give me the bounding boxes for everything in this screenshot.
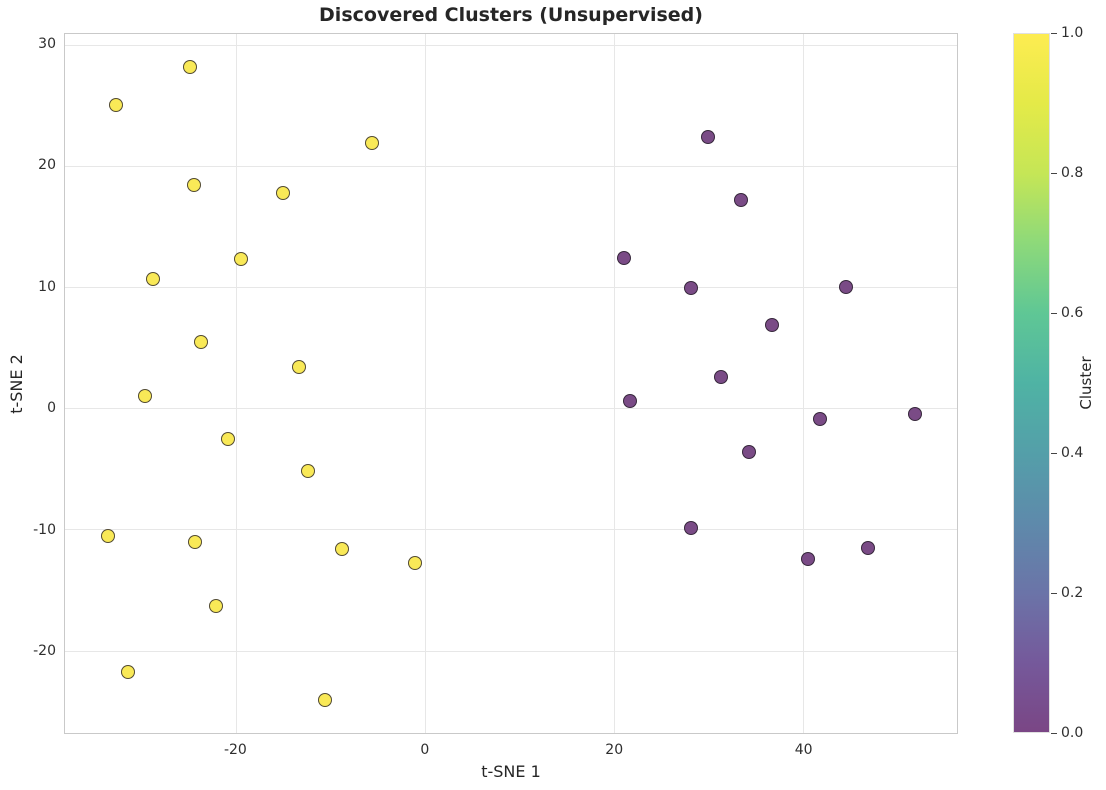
plot-area [64, 33, 958, 734]
gridline-horizontal [65, 650, 957, 652]
y-tick-label: 10 [38, 278, 56, 295]
scatter-point-cluster-0 [839, 280, 854, 295]
scatter-point-cluster-1 [182, 59, 197, 74]
gridline-vertical [802, 34, 804, 733]
colorbar-gradient [1013, 33, 1050, 733]
scatter-point-cluster-1 [121, 665, 136, 680]
scatter-point-cluster-1 [188, 534, 203, 549]
scatter-point-cluster-1 [109, 98, 124, 113]
scatter-point-cluster-0 [684, 281, 699, 296]
y-tick-label: 0 [47, 400, 56, 417]
scatter-point-cluster-0 [713, 369, 728, 384]
x-tick-label: 0 [420, 742, 430, 758]
scatter-point-cluster-1 [100, 528, 115, 543]
colorbar-tick-label: 1.0 [1061, 25, 1084, 41]
scatter-point-cluster-0 [800, 551, 815, 566]
colorbar-label: Cluster [1077, 356, 1095, 410]
scatter-point-cluster-0 [623, 394, 638, 409]
chart-title: Discovered Clusters (Unsupervised) [319, 4, 703, 26]
x-tick-label: 20 [605, 742, 624, 758]
scatter-point-cluster-1 [334, 541, 349, 556]
scatter-point-cluster-0 [764, 317, 779, 332]
gridline-horizontal [65, 287, 957, 289]
scatter-point-cluster-0 [812, 412, 827, 427]
scatter-point-cluster-1 [233, 252, 248, 267]
y-axis-label: t-SNE 2 [7, 354, 26, 414]
scatter-point-cluster-1 [407, 556, 422, 571]
scatter-point-cluster-0 [683, 521, 698, 536]
gridline-vertical [425, 34, 426, 733]
colorbar-tick-mark [1051, 593, 1057, 594]
colorbar-tick-label: 0.6 [1061, 305, 1084, 321]
scatter-point-cluster-0 [733, 192, 748, 207]
y-tick-label: 20 [38, 157, 56, 174]
gridline-horizontal [65, 529, 957, 531]
colorbar-tick-mark [1051, 453, 1057, 454]
y-tick-label: 30 [38, 35, 56, 52]
scatter-point-cluster-1 [138, 389, 153, 404]
gridline-horizontal [65, 408, 957, 410]
scatter-point-cluster-1 [317, 693, 332, 708]
gridline-horizontal [65, 166, 957, 168]
scatter-point-cluster-0 [742, 444, 757, 459]
scatter-point-cluster-1 [194, 334, 209, 349]
colorbar-tick-label: 0.4 [1061, 445, 1084, 461]
scatter-point-cluster-1 [292, 360, 307, 375]
scatter-point-cluster-1 [220, 431, 235, 446]
scatter-point-cluster-0 [908, 407, 923, 422]
colorbar-tick-mark [1051, 33, 1057, 34]
scatter-point-cluster-1 [145, 271, 160, 286]
gridline-vertical [236, 34, 238, 733]
colorbar-tick-label: 0.0 [1061, 725, 1084, 741]
scatter-point-cluster-1 [365, 136, 380, 151]
scatter-point-cluster-1 [276, 185, 291, 200]
colorbar-tick-label: 0.2 [1061, 585, 1084, 601]
colorbar-tick-mark [1051, 733, 1057, 734]
x-axis-label: t-SNE 1 [481, 762, 541, 781]
x-tick-label: -20 [223, 742, 247, 758]
gridline-horizontal [65, 44, 957, 46]
x-tick-label: 40 [794, 742, 813, 758]
y-tick-label: -20 [33, 643, 56, 660]
scatter-point-cluster-1 [209, 598, 224, 613]
colorbar-tick-label: 0.8 [1061, 165, 1084, 181]
colorbar-tick-mark [1051, 313, 1057, 314]
colorbar-tick-mark [1051, 173, 1057, 174]
gridline-vertical [613, 34, 615, 733]
scatter-point-cluster-0 [861, 540, 876, 555]
scatter-point-cluster-1 [187, 178, 202, 193]
scatter-point-cluster-0 [700, 129, 715, 144]
scatter-point-cluster-0 [617, 251, 632, 266]
scatter-point-cluster-1 [300, 464, 315, 479]
y-tick-label: -10 [33, 521, 56, 538]
